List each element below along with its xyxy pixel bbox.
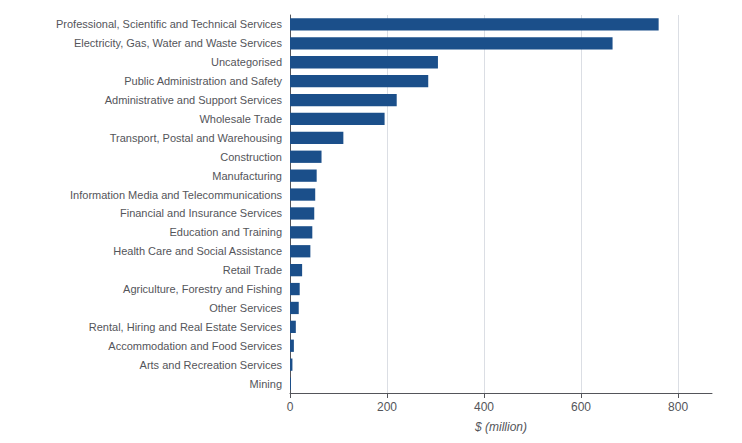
- svg-text:Information Media and Telecomm: Information Media and Telecommunications: [70, 189, 282, 201]
- svg-text:Education and Training: Education and Training: [169, 226, 282, 238]
- svg-text:200: 200: [377, 400, 397, 414]
- svg-text:Electricity, Gas, Water and Wa: Electricity, Gas, Water and Waste Servic…: [74, 37, 283, 49]
- svg-text:Other Services: Other Services: [209, 302, 282, 314]
- svg-text:$ (million): $ (million): [474, 420, 527, 434]
- svg-text:Transport, Postal and Warehous: Transport, Postal and Warehousing: [110, 132, 282, 144]
- svg-text:600: 600: [571, 400, 591, 414]
- svg-text:Construction: Construction: [220, 151, 282, 163]
- svg-text:Rental, Hiring and Real Estate: Rental, Hiring and Real Estate Services: [89, 321, 283, 333]
- svg-text:Uncategorised: Uncategorised: [211, 56, 282, 68]
- svg-text:400: 400: [474, 400, 494, 414]
- svg-text:Arts and Recreation Services: Arts and Recreation Services: [140, 359, 283, 371]
- svg-text:0: 0: [287, 400, 294, 414]
- svg-text:Agriculture, Forestry and Fish: Agriculture, Forestry and Fishing: [123, 283, 282, 295]
- svg-text:Mining: Mining: [250, 378, 282, 390]
- svg-text:Accommodation and Food Service: Accommodation and Food Services: [108, 340, 282, 352]
- svg-text:Manufacturing: Manufacturing: [212, 170, 282, 182]
- svg-text:Retail Trade: Retail Trade: [223, 264, 282, 276]
- svg-text:Health Care and Social Assista: Health Care and Social Assistance: [113, 245, 282, 257]
- svg-text:Wholesale Trade: Wholesale Trade: [199, 113, 282, 125]
- svg-text:800: 800: [668, 400, 688, 414]
- svg-text:Public Administration and Safe: Public Administration and Safety: [124, 75, 282, 87]
- svg-text:Administrative and Support Ser: Administrative and Support Services: [105, 94, 283, 106]
- svg-text:Financial and Insurance Servic: Financial and Insurance Services: [120, 207, 283, 219]
- svg-text:Professional, Scientific and T: Professional, Scientific and Technical S…: [56, 18, 283, 30]
